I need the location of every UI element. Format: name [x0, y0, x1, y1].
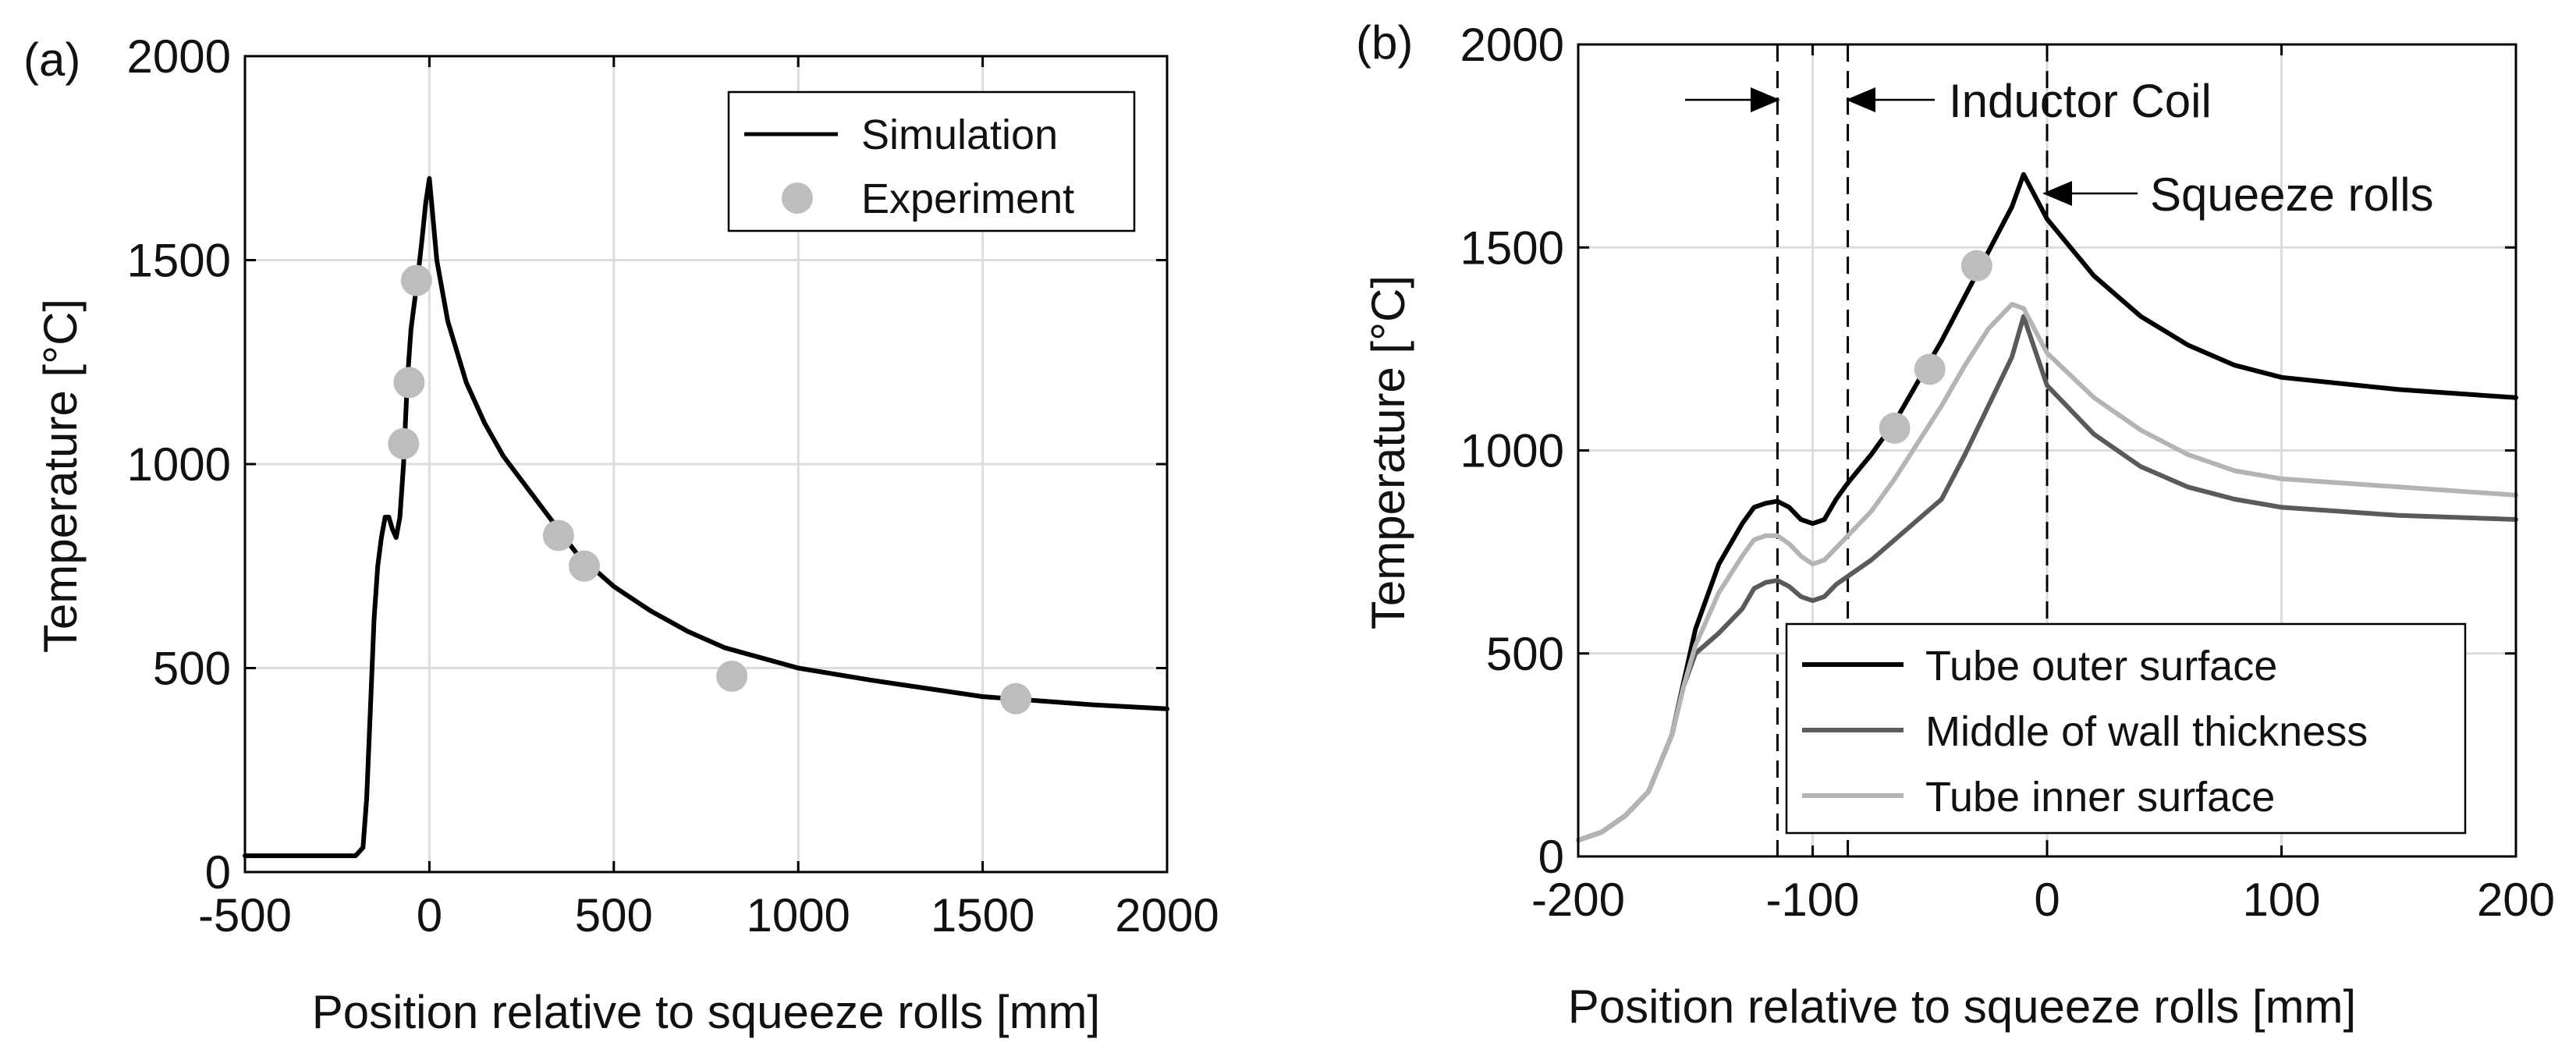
- panel-a-x-tick-labels: -500 0 500 1000 1500 2000: [198, 889, 1219, 941]
- legend-outer-surface-label: Tube outer surface: [1925, 643, 2277, 690]
- panel-b-annotations: Inductor Coil Squeeze rolls: [1685, 75, 2434, 221]
- panel-a-experiment-point: [400, 264, 432, 296]
- panel-b-label: (b): [1356, 16, 1413, 69]
- panel-a-x-tick-label: 1500: [931, 889, 1034, 941]
- panel-b-x-tick-label: 0: [2034, 874, 2060, 926]
- panel-a-series-simulation-line: [243, 176, 1169, 859]
- panel-a-series: [243, 176, 1169, 859]
- panel-a-experiment-point: [388, 427, 420, 459]
- panel-b-x-tick-label: -100: [1765, 874, 1859, 926]
- panel-b-y-tick-label: 1500: [1460, 222, 1564, 274]
- panel-a-experiment-point: [542, 519, 574, 551]
- panel-a-experiment-point: [393, 367, 425, 399]
- panel-b-chart: -200 -100 0 100 200 0 500 1000 1500 2000 (b) Pos…: [1356, 16, 2555, 1033]
- inductor-arrow-left-head: [1751, 87, 1780, 112]
- panel-b-experiment-point: [1879, 412, 1911, 444]
- panel-a-label: (a): [23, 34, 80, 86]
- legend-experiment-label: Experiment: [861, 176, 1074, 222]
- panel-a-y-tick-label: 1000: [127, 438, 231, 491]
- panel-a-experiment-point: [1000, 682, 1032, 714]
- panel-a-y-axis-label: Temperature [°C]: [34, 299, 87, 653]
- panel-b-y-tick-label: 500: [1486, 628, 1564, 680]
- panel-a-x-tick-label: 500: [575, 889, 653, 941]
- squeeze-rolls-label: Squeeze rolls: [2150, 168, 2434, 221]
- panel-a-x-tick-label: 2000: [1115, 889, 1219, 941]
- panel-b-x-tick-label: 100: [2242, 874, 2320, 926]
- panel-a-y-tick-label: 1500: [127, 235, 231, 287]
- panel-b-series-tube-outer-surface-line: [1576, 172, 2518, 843]
- panel-b-series-tube-inner-surface-line: [1576, 302, 2518, 843]
- panel-b-y-tick-label: 0: [1538, 831, 1564, 883]
- inductor-arrow-right-head: [1846, 87, 1875, 112]
- panel-a-legend: Simulation Experiment: [727, 90, 1136, 232]
- panel-b-x-tick-labels: -200 -100 0 100 200: [1531, 874, 2555, 926]
- legend-middle-wall-label: Middle of wall thickness: [1925, 708, 2368, 755]
- panel-a-experiment-point: [568, 550, 600, 582]
- panel-b-y-tick-label: 2000: [1460, 19, 1564, 71]
- panel-a-y-tick-label: 2000: [127, 30, 231, 83]
- inductor-coil-label: Inductor Coil: [1949, 75, 2212, 127]
- panel-a-y-tick-label: 0: [205, 846, 231, 899]
- panel-a-y-tick-labels: 0 500 1000 1500 2000: [127, 30, 231, 899]
- panel-b-x-axis-label: Position relative to squeeze rolls [mm]: [1568, 980, 2356, 1033]
- panel-a-x-axis-label: Position relative to squeeze rolls [mm]: [312, 986, 1100, 1038]
- legend-simulation-label: Simulation: [861, 112, 1058, 158]
- panel-a-ticks: [243, 55, 1169, 874]
- panel-b-y-tick-label: 1000: [1460, 425, 1564, 477]
- legend-experiment-marker: [782, 183, 813, 214]
- panel-a-x-tick-label: -500: [198, 889, 292, 941]
- panel-b-experiment-point: [1914, 353, 1946, 385]
- panel-b-x-tick-label: 200: [2477, 874, 2555, 926]
- panel-a-x-tick-label: 0: [417, 889, 442, 941]
- panel-b-x-tick-label: -200: [1531, 874, 1625, 926]
- squeeze-arrow-head: [2042, 181, 2072, 206]
- legend-inner-surface-label: Tube inner surface: [1925, 774, 2275, 821]
- panel-b-y-tick-labels: 0 500 1000 1500 2000: [1460, 19, 1564, 883]
- panel-b-ticks: [1577, 43, 2517, 858]
- panel-b-experiment-point: [1960, 250, 1992, 282]
- panel-b-legend: Tube outer surface Middle of wall thickn…: [1785, 622, 2467, 835]
- panel-a-y-tick-label: 500: [153, 643, 231, 695]
- panel-b-series: [1576, 172, 2518, 843]
- panel-b-y-axis-label: Temperature [°C]: [1362, 275, 1414, 629]
- panel-a-x-tick-label: 1000: [746, 889, 850, 941]
- panel-a-experiment-point: [716, 660, 748, 692]
